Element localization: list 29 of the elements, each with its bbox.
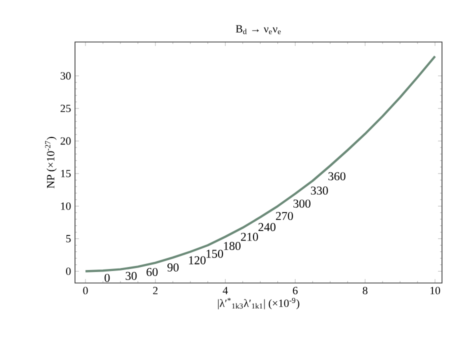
annotation: 0 — [104, 274, 110, 282]
y-tick-label: 0 — [66, 268, 71, 275]
chart-title: B$_{d}$ → ν$_{e}$ν$_{e}$ — [236, 25, 281, 34]
y-tick-label: 10 — [61, 202, 71, 210]
annotation: 270 — [276, 212, 293, 220]
x-tick-label: 2 — [153, 286, 158, 294]
y-tick-label: 25 — [60, 104, 71, 112]
y-tick-label: 20 — [60, 137, 71, 145]
y-axis-title: NP (×10$^{-27}$) — [45, 136, 57, 188]
annotation: 120 — [189, 256, 206, 264]
annotation: 360 — [328, 172, 346, 180]
annotation: 180 — [224, 242, 241, 250]
x-tick-label: 4 — [222, 286, 228, 294]
x-axis-title: |λ′$^{*}$$_{1k3}$λ′$_{1k1}$| (×10$^{-9}$) — [218, 298, 300, 310]
y-tick-label: 30 — [60, 72, 71, 80]
annotation: 60 — [146, 268, 158, 276]
annotation: 210 — [241, 232, 258, 241]
y-tick-label: 5 — [66, 235, 71, 242]
annotation: 300 — [293, 200, 310, 208]
x-tick-label: 10 — [430, 286, 440, 294]
annotation: 90 — [167, 263, 179, 272]
y-tick-label: 15 — [61, 170, 71, 178]
annotation: 240 — [258, 223, 276, 232]
annotation: 150 — [206, 250, 224, 258]
annotation: 30 — [126, 272, 137, 280]
x-tick-label: 8 — [362, 286, 368, 294]
x-tick-label: 6 — [292, 286, 298, 294]
x-tick-label: 0 — [83, 286, 88, 294]
annotation: 330 — [310, 186, 328, 195]
